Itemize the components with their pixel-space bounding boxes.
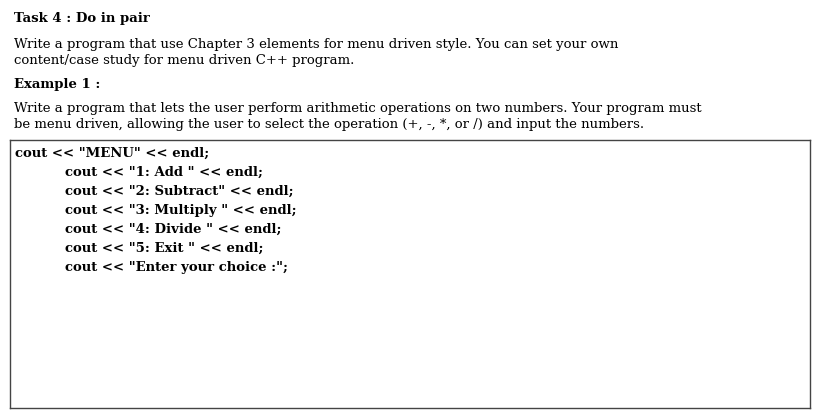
Text: cout << "5: Exit " << endl;: cout << "5: Exit " << endl; [65,242,263,255]
Text: content/case study for menu driven C++ program.: content/case study for menu driven C++ p… [14,54,354,67]
Text: Write a program that lets the user perform arithmetic operations on two numbers.: Write a program that lets the user perfo… [14,102,701,115]
Text: be menu driven, allowing the user to select the operation (+, -, *, or /) and in: be menu driven, allowing the user to sel… [14,118,643,131]
Text: Example 1 :: Example 1 : [14,78,100,91]
Text: cout << "4: Divide " << endl;: cout << "4: Divide " << endl; [65,223,281,236]
Text: cout << "Enter your choice :";: cout << "Enter your choice :"; [65,261,287,274]
Text: Task 4 : Do in pair: Task 4 : Do in pair [14,12,150,25]
Text: cout << "MENU" << endl;: cout << "MENU" << endl; [15,147,209,160]
Text: cout << "2: Subtract" << endl;: cout << "2: Subtract" << endl; [65,185,293,198]
Text: cout << "3: Multiply " << endl;: cout << "3: Multiply " << endl; [65,204,296,217]
Text: cout << "1: Add " << endl;: cout << "1: Add " << endl; [65,166,263,179]
Text: Write a program that use Chapter 3 elements for menu driven style. You can set y: Write a program that use Chapter 3 eleme… [14,38,618,51]
